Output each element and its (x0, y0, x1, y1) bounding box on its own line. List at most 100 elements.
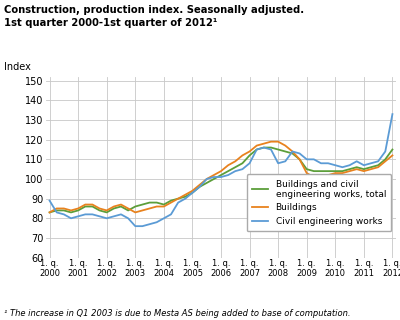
Buildings (304, 171, 309, 175)
Buildings and civil
engineering works, total (133, 204, 138, 208)
Civil engineering works (354, 159, 359, 163)
Buildings and civil
engineering works, total (212, 177, 216, 181)
Buildings (112, 204, 116, 208)
Civil engineering works (254, 148, 259, 151)
Buildings and civil
engineering works, total (318, 169, 323, 173)
Buildings and civil
engineering works, total (340, 169, 345, 173)
Buildings (262, 142, 266, 146)
Buildings and civil
engineering works, total (312, 169, 316, 173)
Buildings (47, 211, 52, 214)
Buildings (197, 183, 202, 187)
Civil engineering works (212, 175, 216, 179)
Buildings (183, 193, 188, 196)
Buildings and civil
engineering works, total (97, 209, 102, 212)
Civil engineering works (218, 175, 223, 179)
Buildings and civil
engineering works, total (183, 195, 188, 199)
Civil engineering works (112, 214, 116, 218)
Legend: Buildings and civil
engineering works, total, Buildings, Civil engineering works: Buildings and civil engineering works, t… (247, 174, 392, 231)
Buildings and civil
engineering works, total (333, 169, 338, 173)
Buildings (333, 171, 338, 175)
Buildings and civil
engineering works, total (269, 146, 274, 149)
Buildings (133, 211, 138, 214)
Buildings (76, 206, 80, 210)
Buildings (347, 169, 352, 173)
Buildings (226, 163, 230, 167)
Buildings and civil
engineering works, total (390, 148, 395, 151)
Civil engineering works (83, 212, 88, 216)
Buildings (240, 154, 245, 157)
Civil engineering works (76, 214, 80, 218)
Buildings and civil
engineering works, total (162, 203, 166, 206)
Buildings (362, 169, 366, 173)
Buildings and civil
engineering works, total (218, 173, 223, 177)
Civil engineering works (347, 163, 352, 167)
Civil engineering works (240, 167, 245, 171)
Civil engineering works (312, 157, 316, 161)
Civil engineering works (333, 163, 338, 167)
Civil engineering works (133, 224, 138, 228)
Buildings (340, 171, 345, 175)
Buildings and civil
engineering works, total (154, 201, 159, 204)
Buildings (212, 173, 216, 177)
Buildings (254, 144, 259, 148)
Civil engineering works (318, 161, 323, 165)
Buildings (218, 169, 223, 173)
Civil engineering works (126, 216, 130, 220)
Text: Index: Index (4, 62, 31, 72)
Buildings (204, 177, 209, 181)
Buildings and civil
engineering works, total (54, 209, 59, 212)
Buildings (104, 209, 109, 212)
Buildings and civil
engineering works, total (126, 209, 130, 212)
Buildings and civil
engineering works, total (362, 167, 366, 171)
Buildings and civil
engineering works, total (276, 148, 280, 151)
Buildings (162, 204, 166, 208)
Civil engineering works (204, 177, 209, 181)
Text: 1st quarter 2000-1st quarter of 2012¹: 1st quarter 2000-1st quarter of 2012¹ (4, 18, 217, 28)
Buildings and civil
engineering works, total (254, 148, 259, 151)
Civil engineering works (197, 185, 202, 189)
Buildings (154, 204, 159, 208)
Civil engineering works (362, 163, 366, 167)
Buildings and civil
engineering works, total (62, 209, 66, 212)
Civil engineering works (183, 197, 188, 201)
Civil engineering works (176, 201, 180, 204)
Buildings (54, 206, 59, 210)
Buildings and civil
engineering works, total (169, 199, 174, 203)
Buildings and civil
engineering works, total (326, 169, 330, 173)
Buildings (354, 167, 359, 171)
Buildings (69, 209, 74, 212)
Buildings and civil
engineering works, total (197, 185, 202, 189)
Buildings and civil
engineering works, total (140, 203, 145, 206)
Civil engineering works (69, 216, 74, 220)
Line: Buildings and civil
engineering works, total: Buildings and civil engineering works, t… (50, 148, 392, 212)
Buildings and civil
engineering works, total (240, 161, 245, 165)
Buildings (247, 149, 252, 153)
Buildings and civil
engineering works, total (112, 206, 116, 210)
Civil engineering works (276, 161, 280, 165)
Buildings and civil
engineering works, total (226, 169, 230, 173)
Civil engineering works (162, 216, 166, 220)
Buildings and civil
engineering works, total (76, 209, 80, 212)
Buildings (147, 206, 152, 210)
Buildings (140, 209, 145, 212)
Civil engineering works (190, 191, 195, 195)
Civil engineering works (368, 161, 373, 165)
Civil engineering works (304, 157, 309, 161)
Civil engineering works (226, 173, 230, 177)
Buildings and civil
engineering works, total (176, 197, 180, 201)
Buildings (169, 201, 174, 204)
Buildings (83, 203, 88, 206)
Buildings (118, 203, 123, 206)
Buildings and civil
engineering works, total (376, 163, 380, 167)
Civil engineering works (290, 149, 295, 153)
Civil engineering works (340, 165, 345, 169)
Buildings and civil
engineering works, total (83, 204, 88, 208)
Civil engineering works (262, 146, 266, 149)
Buildings and civil
engineering works, total (190, 191, 195, 195)
Buildings (90, 203, 95, 206)
Buildings (312, 175, 316, 179)
Buildings (62, 206, 66, 210)
Buildings (283, 144, 288, 148)
Buildings and civil
engineering works, total (47, 211, 52, 214)
Civil engineering works (140, 224, 145, 228)
